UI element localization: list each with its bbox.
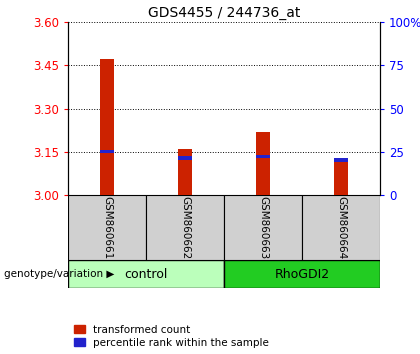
Bar [256,132,270,195]
Text: GSM860662: GSM860662 [180,196,190,259]
Bar [100,150,114,154]
Bar [178,156,192,160]
Title: GDS4455 / 244736_at: GDS4455 / 244736_at [148,6,300,19]
Bar [100,59,114,195]
Text: genotype/variation ▶: genotype/variation ▶ [4,269,115,279]
Bar [68,195,146,260]
Text: RhoGDI2: RhoGDI2 [274,268,330,280]
Bar [334,158,348,195]
Legend: transformed count, percentile rank within the sample: transformed count, percentile rank withi… [73,324,270,349]
Bar [302,195,380,260]
Bar [146,195,224,260]
Text: GSM860664: GSM860664 [336,196,346,259]
Bar [224,260,380,288]
Bar [178,149,192,195]
Text: GSM860661: GSM860661 [102,196,112,259]
Bar [256,155,270,158]
Bar [68,260,224,288]
Bar [334,158,348,161]
Bar [224,195,302,260]
Text: GSM860663: GSM860663 [258,196,268,259]
Text: control: control [124,268,168,280]
